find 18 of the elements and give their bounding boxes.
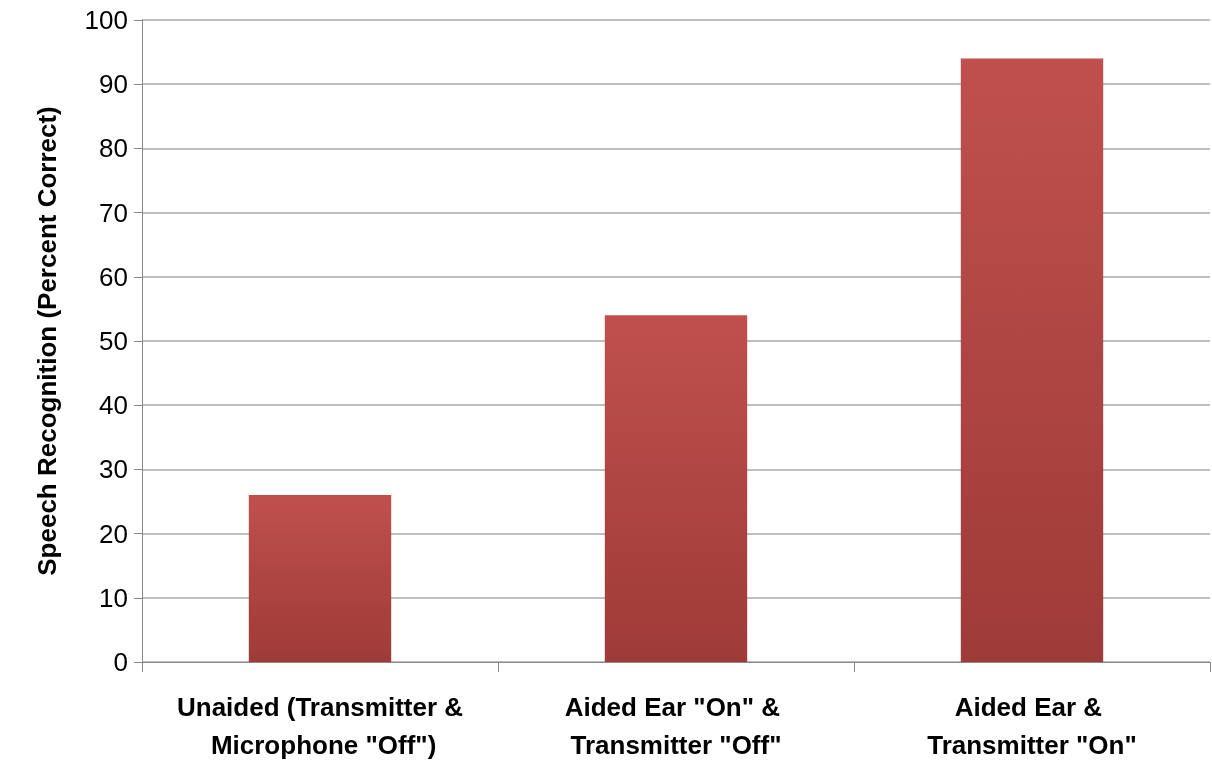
y-tick-label: 0 [113,647,128,677]
y-tick-label: 70 [99,197,128,228]
bar [960,58,1104,662]
y-tick-label: 100 [84,5,128,35]
y-tick-label: 90 [99,69,128,100]
y-axis-title: Speech Recognition (Percent Correct) [32,106,62,576]
y-tick-label: 20 [99,518,128,549]
y-tick-label: 30 [99,454,128,485]
bar [604,315,748,662]
y-tick-label: 50 [99,326,128,356]
x-tick-label: Unaided (Transmitter & Microphone "Off") [176,692,464,760]
y-tick-label: 10 [99,582,128,613]
y-tick-label: 60 [99,261,128,292]
bar [248,495,392,662]
y-tick-label: 80 [99,133,128,164]
x-tick-label: Aided Ear "On" & Transmitter "Off" [564,692,788,760]
x-tick-label: Aided Ear & Transmitter "On" [927,692,1137,760]
y-tick-label: 40 [99,390,128,421]
